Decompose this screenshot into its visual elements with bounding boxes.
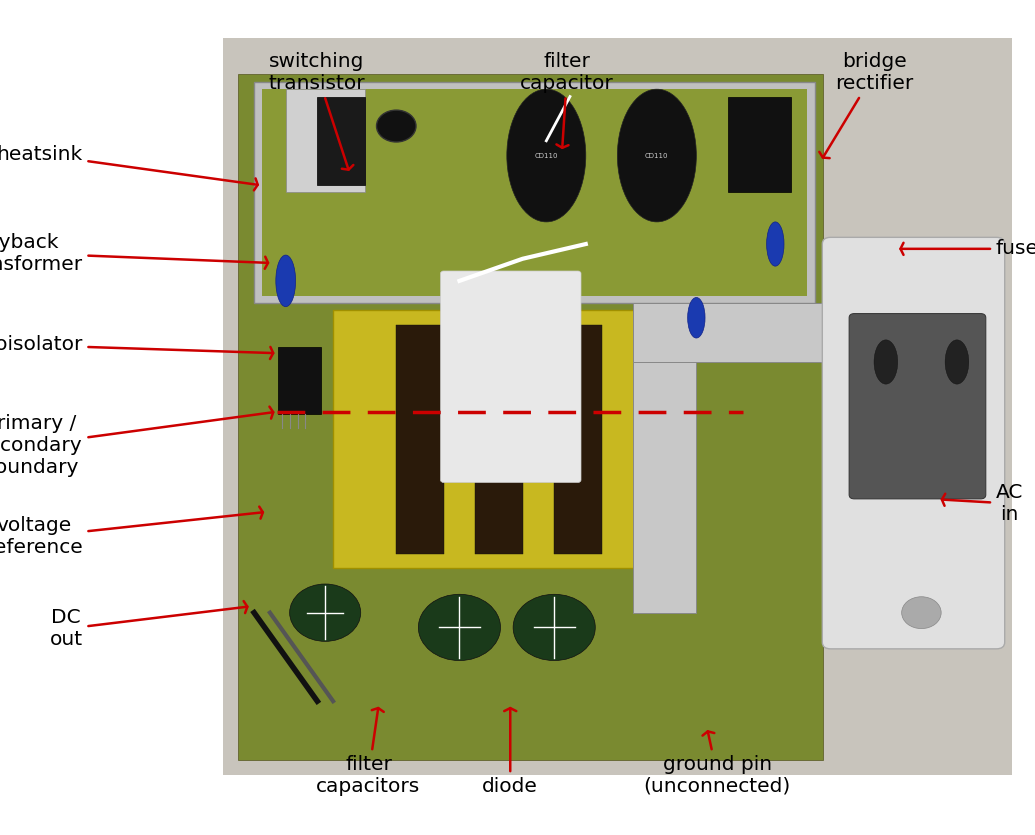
Text: flyback
transformer: flyback transformer <box>0 232 268 274</box>
Text: CD110: CD110 <box>534 153 558 159</box>
Bar <box>255 82 815 303</box>
Text: DC
out: DC out <box>50 601 247 650</box>
FancyBboxPatch shape <box>849 314 985 498</box>
Circle shape <box>377 110 416 142</box>
Text: filter
capacitors: filter capacitors <box>317 708 420 796</box>
Bar <box>238 74 823 760</box>
Bar <box>277 347 321 413</box>
Text: filter
capacitor: filter capacitor <box>521 52 614 148</box>
Ellipse shape <box>874 340 897 384</box>
Circle shape <box>290 584 361 641</box>
Ellipse shape <box>687 297 705 338</box>
Circle shape <box>513 595 595 660</box>
FancyBboxPatch shape <box>441 271 581 483</box>
Bar <box>554 325 601 554</box>
Circle shape <box>901 597 941 629</box>
Circle shape <box>418 595 501 660</box>
Ellipse shape <box>276 255 296 306</box>
Bar <box>262 89 807 296</box>
Text: heatsink: heatsink <box>0 145 258 190</box>
Text: AC
in: AC in <box>942 483 1023 524</box>
Bar <box>633 303 697 613</box>
Bar <box>728 97 791 192</box>
Bar <box>223 38 1012 775</box>
Bar <box>286 89 364 192</box>
Bar <box>318 97 364 185</box>
Text: bridge
rectifier: bridge rectifier <box>820 52 914 158</box>
Text: switching
transistor: switching transistor <box>268 52 365 170</box>
Text: optoisolator: optoisolator <box>0 336 273 359</box>
Bar <box>396 325 444 554</box>
Bar <box>475 325 523 554</box>
Text: voltage
reference: voltage reference <box>0 507 263 558</box>
Text: diode: diode <box>482 708 538 796</box>
Text: primary /
secondary
boundary: primary / secondary boundary <box>0 407 273 477</box>
Ellipse shape <box>617 89 697 222</box>
Bar <box>333 311 649 569</box>
Ellipse shape <box>507 89 586 222</box>
FancyBboxPatch shape <box>823 237 1005 649</box>
Bar <box>633 303 823 362</box>
Ellipse shape <box>767 222 783 266</box>
Text: CD110: CD110 <box>645 153 669 159</box>
Text: ground pin
(unconnected): ground pin (unconnected) <box>644 731 791 796</box>
Ellipse shape <box>945 340 969 384</box>
Text: fuse: fuse <box>900 240 1035 258</box>
